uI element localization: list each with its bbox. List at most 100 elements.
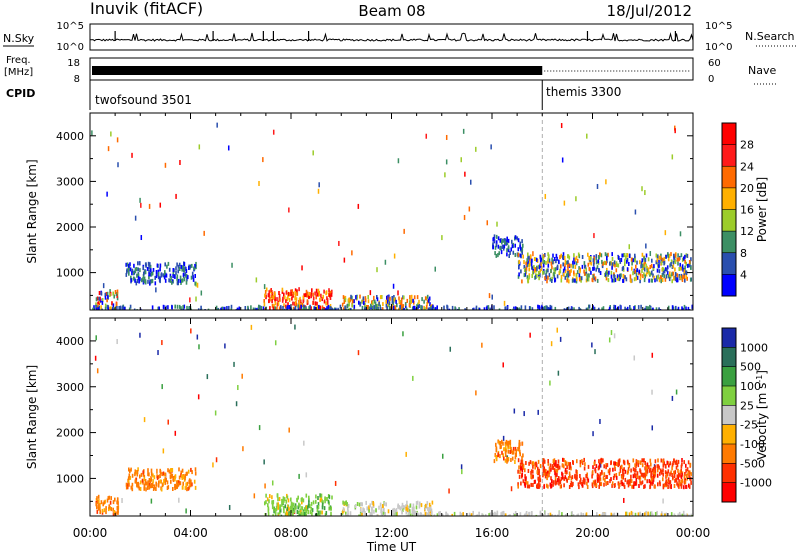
echo-cluster (125, 261, 197, 286)
scatter-point (161, 340, 163, 346)
scatter-point (216, 122, 218, 128)
x-tick-label: 12:00 (374, 526, 409, 540)
scatter-point (373, 295, 375, 301)
scatter-point (263, 459, 265, 465)
scatter-point (599, 418, 601, 424)
scatter-point (513, 408, 516, 414)
scatter-point (155, 287, 157, 293)
scatter-point (237, 385, 239, 391)
scatter-point (608, 337, 611, 343)
x-tick-label: 20:00 (575, 526, 610, 540)
scatter-point (559, 336, 562, 342)
scatter-point (190, 328, 192, 334)
y-tick-label: 4000 (56, 335, 84, 348)
echo-cluster (416, 510, 693, 516)
scatter-point (605, 179, 607, 185)
scatter-point (434, 266, 436, 272)
colorbar-level: 1000 (740, 341, 768, 354)
scatter-point (651, 425, 654, 431)
colorbar-segment (722, 482, 736, 503)
scatter-point (258, 425, 261, 431)
scatter-point (134, 215, 137, 221)
scatter-point (271, 480, 274, 486)
freq-panel-frame (89, 57, 694, 81)
echo-cluster (517, 457, 692, 490)
scatter-point (502, 362, 504, 368)
scatter-point (272, 129, 275, 135)
power-panel: 1000 2000 3000 4000 Slant Range [km] 4 8 12 16 20… (25, 112, 769, 311)
scatter-point (392, 283, 395, 289)
scatter-point (376, 267, 378, 273)
scatter-point (116, 339, 118, 345)
scatter-point (369, 290, 372, 296)
scatter-point (532, 461, 535, 467)
scatter-point (628, 244, 631, 250)
colorbar-segment (722, 366, 736, 387)
scatter-point (488, 293, 491, 299)
scatter-point (633, 355, 636, 361)
scatter-point (645, 243, 647, 249)
colorbar-level: 25 (740, 399, 754, 412)
freq-label: Freq. (6, 55, 31, 66)
scatter-point (549, 380, 551, 386)
scatter-point (258, 180, 260, 186)
scatter-point (541, 265, 543, 271)
scatter-point (658, 277, 661, 283)
y-axis-label: Slant Range [km] (25, 159, 39, 263)
echo-cluster (95, 289, 119, 310)
scatter-point (301, 265, 303, 271)
scatter-point (196, 282, 199, 288)
scatter-point (253, 493, 256, 499)
colorbar-level: 16 (740, 204, 754, 217)
scatter-point (475, 146, 477, 152)
scatter-point (233, 361, 235, 367)
colorbar-level: 500 (740, 361, 761, 374)
scatter-point (196, 334, 199, 340)
scatter-point (212, 462, 214, 468)
colorbar-segment (722, 166, 736, 189)
scatter-point (384, 259, 387, 265)
y-axis-label: Slant Range [km] (25, 365, 39, 469)
scatter-point (560, 123, 563, 129)
colorbar-segment (722, 328, 736, 348)
scatter-point (599, 462, 602, 468)
nsky-tick-top: 10^5 (57, 21, 84, 32)
colorbar-level: 100 (740, 380, 761, 393)
colorbar-segment (722, 231, 736, 254)
colorbar-segment (722, 405, 736, 426)
scatter-point (200, 290, 203, 296)
scatter-point (634, 209, 637, 215)
scatter-point (195, 296, 197, 302)
y-tick-label: 1000 (56, 472, 84, 485)
scatter-point (139, 332, 141, 338)
scatter-point (651, 352, 654, 358)
scatter-point (532, 251, 534, 257)
colorbar-level: -1000 (740, 477, 772, 490)
colorbar-segment (722, 274, 736, 297)
scatter-point (592, 431, 594, 437)
scatter-point (215, 457, 218, 463)
nsearch-tick-bottom: 10^0 (705, 42, 732, 53)
scatter-point (198, 144, 201, 150)
colorbar-segment (722, 252, 736, 275)
scatter-point (679, 231, 682, 237)
scatter-point (464, 171, 466, 177)
scatter-point (143, 417, 146, 423)
scatter-point (288, 427, 290, 433)
scatter-point (179, 159, 181, 165)
scatter-point (461, 469, 463, 475)
colorbar-level: 8 (740, 247, 747, 260)
scatter-point (298, 473, 300, 479)
scatter-point (214, 410, 217, 416)
y-tick-label: 2000 (56, 427, 84, 440)
scatter-point (449, 346, 452, 352)
scatter-point (148, 203, 151, 209)
scatter-point (594, 349, 596, 355)
scatter-point (596, 183, 599, 189)
scatter-point (161, 384, 163, 390)
cpid-label: CPID (6, 87, 35, 100)
scatter-point (167, 419, 169, 425)
scatter-point (557, 370, 560, 376)
panel-frame (89, 317, 694, 517)
nsearch-label: N.Search (745, 30, 795, 43)
